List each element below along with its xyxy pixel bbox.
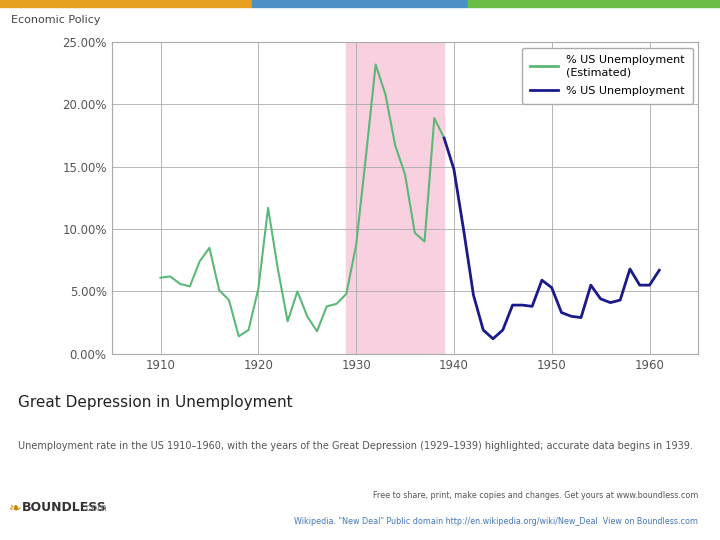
Text: Unemployment rate in the US 1910–1960, with the years of the Great Depression (1: Unemployment rate in the US 1910–1960, w…	[18, 441, 693, 451]
Text: .com: .com	[83, 503, 107, 512]
Text: BOUNDLESS: BOUNDLESS	[22, 501, 107, 514]
Legend: % US Unemployment
(Estimated), % US Unemployment: % US Unemployment (Estimated), % US Unem…	[522, 48, 693, 104]
Bar	[346, 42, 444, 354]
Text: Economic Policy: Economic Policy	[11, 15, 100, 25]
Text: Great Depression in Unemployment: Great Depression in Unemployment	[18, 395, 292, 410]
Text: Free to share, print, make copies and changes. Get yours at www.boundless.com: Free to share, print, make copies and ch…	[373, 491, 698, 500]
Text: ❧: ❧	[9, 500, 22, 515]
Text: Wikipedia. "New Deal" Public domain http://en.wikipedia.org/wiki/New_Deal  View : Wikipedia. "New Deal" Public domain http…	[294, 517, 698, 526]
Bar	[0, 0, 252, 7]
Bar	[468, 0, 720, 7]
Bar	[252, 0, 468, 7]
